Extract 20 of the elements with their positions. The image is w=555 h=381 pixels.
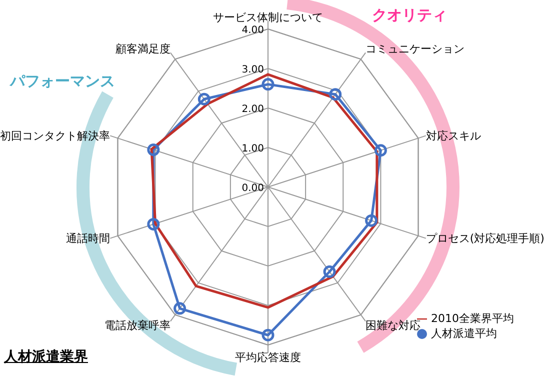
legend-label: 人材派遣平均 (431, 327, 497, 340)
spoke-label: 初回コンタクト解決率 (0, 130, 110, 143)
spoke-label: 通話時間 (66, 232, 110, 246)
spoke-label: 顧客満足度 (115, 42, 170, 56)
spoke-label: 電話放棄呼率 (104, 319, 170, 332)
spoke-label: 対応スキル (426, 130, 481, 143)
y-tick-label: 3.00 (242, 64, 264, 76)
legend-label: 2010全業界平均 (431, 312, 514, 325)
text: パフォーマンス (10, 72, 115, 91)
spoke-label: コミュニケーション (366, 42, 465, 56)
spoke-label: サービス体制について (213, 11, 323, 24)
spoke-label: 困難な対応 (366, 319, 421, 332)
text: クオリティ (372, 6, 447, 25)
y-tick-label: 4.00 (242, 25, 264, 36)
y-tick-label: 1.00 (242, 144, 264, 154)
text: 人材派遣業界 (4, 348, 88, 366)
spoke-label: プロセス(対応処理手順) (426, 232, 544, 246)
y-tick-label: 0.00 (242, 183, 264, 194)
spoke-label: 平均応答速度 (235, 350, 301, 364)
y-tick-label: 2.00 (242, 104, 264, 115)
